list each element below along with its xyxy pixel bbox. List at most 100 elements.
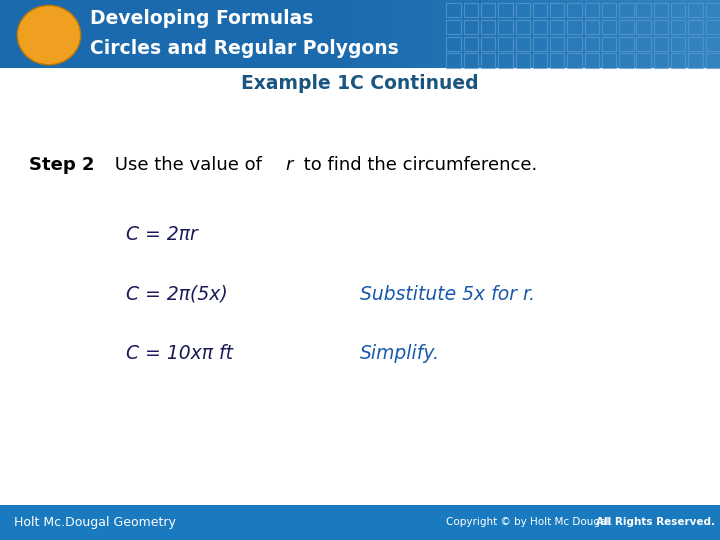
Text: C = 2π(5x): C = 2π(5x): [126, 285, 228, 304]
Bar: [464, 3, 478, 17]
Bar: [443, 0, 453, 68]
Bar: [464, 20, 478, 34]
Bar: [522, 0, 532, 68]
Bar: [619, 37, 634, 51]
Bar: [334, 0, 344, 68]
Bar: [344, 0, 354, 68]
Bar: [542, 0, 552, 68]
Bar: [324, 0, 334, 68]
Bar: [481, 53, 495, 68]
Text: Step 2: Step 2: [29, 156, 94, 174]
Bar: [482, 0, 492, 68]
Bar: [550, 3, 564, 17]
Bar: [516, 3, 530, 17]
Text: Example 1C Continued: Example 1C Continued: [241, 74, 479, 93]
Bar: [654, 3, 668, 17]
Bar: [602, 20, 616, 34]
Bar: [503, 0, 512, 68]
Text: Simplify.: Simplify.: [360, 344, 440, 363]
Text: Circles and Regular Polygons: Circles and Regular Polygons: [90, 39, 399, 58]
Text: Developing Formulas: Developing Formulas: [90, 9, 313, 29]
Bar: [354, 0, 364, 68]
Bar: [446, 3, 461, 17]
Bar: [611, 0, 621, 68]
Bar: [413, 0, 423, 68]
Bar: [654, 53, 668, 68]
Bar: [619, 53, 634, 68]
Bar: [364, 0, 374, 68]
Bar: [688, 37, 703, 51]
Bar: [383, 0, 393, 68]
Bar: [492, 0, 503, 68]
Bar: [481, 20, 495, 34]
Bar: [472, 0, 482, 68]
Bar: [670, 0, 680, 68]
Bar: [636, 20, 651, 34]
Bar: [631, 0, 641, 68]
Bar: [481, 37, 495, 51]
Bar: [533, 3, 547, 17]
Bar: [585, 20, 599, 34]
Bar: [533, 37, 547, 51]
Bar: [550, 37, 564, 51]
Bar: [690, 0, 700, 68]
Bar: [585, 3, 599, 17]
Bar: [671, 3, 685, 17]
Bar: [661, 0, 670, 68]
Bar: [533, 20, 547, 34]
Text: All Rights Reserved.: All Rights Reserved.: [596, 517, 715, 528]
Bar: [453, 0, 463, 68]
Bar: [446, 20, 461, 34]
Bar: [533, 53, 547, 68]
Text: r: r: [286, 156, 293, 174]
Bar: [567, 3, 582, 17]
Bar: [585, 37, 599, 51]
Bar: [671, 53, 685, 68]
Bar: [671, 37, 685, 51]
Text: Use the value of: Use the value of: [109, 156, 268, 174]
Bar: [602, 37, 616, 51]
Bar: [585, 53, 599, 68]
Bar: [706, 53, 720, 68]
Text: to find the circumference.: to find the circumference.: [298, 156, 537, 174]
Bar: [516, 53, 530, 68]
Bar: [464, 53, 478, 68]
Bar: [464, 37, 478, 51]
Bar: [671, 20, 685, 34]
Bar: [591, 0, 601, 68]
Bar: [636, 53, 651, 68]
Bar: [619, 3, 634, 17]
Bar: [701, 0, 710, 68]
Bar: [688, 3, 703, 17]
Text: Copyright © by Holt Mc Dougal.: Copyright © by Holt Mc Dougal.: [446, 517, 616, 528]
Bar: [550, 53, 564, 68]
Bar: [446, 53, 461, 68]
Bar: [498, 53, 513, 68]
Bar: [498, 37, 513, 51]
Bar: [641, 0, 651, 68]
Bar: [602, 3, 616, 17]
Bar: [688, 53, 703, 68]
Bar: [706, 20, 720, 34]
Bar: [433, 0, 443, 68]
Bar: [651, 0, 661, 68]
Bar: [516, 37, 530, 51]
Ellipse shape: [17, 5, 81, 65]
Bar: [567, 53, 582, 68]
Bar: [532, 0, 541, 68]
Bar: [562, 0, 572, 68]
Bar: [403, 0, 413, 68]
Bar: [446, 37, 461, 51]
Bar: [512, 0, 522, 68]
Text: C = 10xπ ft: C = 10xπ ft: [126, 344, 233, 363]
Text: C = 2πr: C = 2πr: [126, 225, 198, 245]
Bar: [0, 0, 720, 68]
Bar: [481, 3, 495, 17]
Bar: [706, 37, 720, 51]
Bar: [516, 20, 530, 34]
Text: Substitute 5x for r.: Substitute 5x for r.: [360, 285, 535, 304]
Bar: [498, 20, 513, 34]
Bar: [567, 37, 582, 51]
Bar: [654, 37, 668, 51]
Bar: [636, 3, 651, 17]
